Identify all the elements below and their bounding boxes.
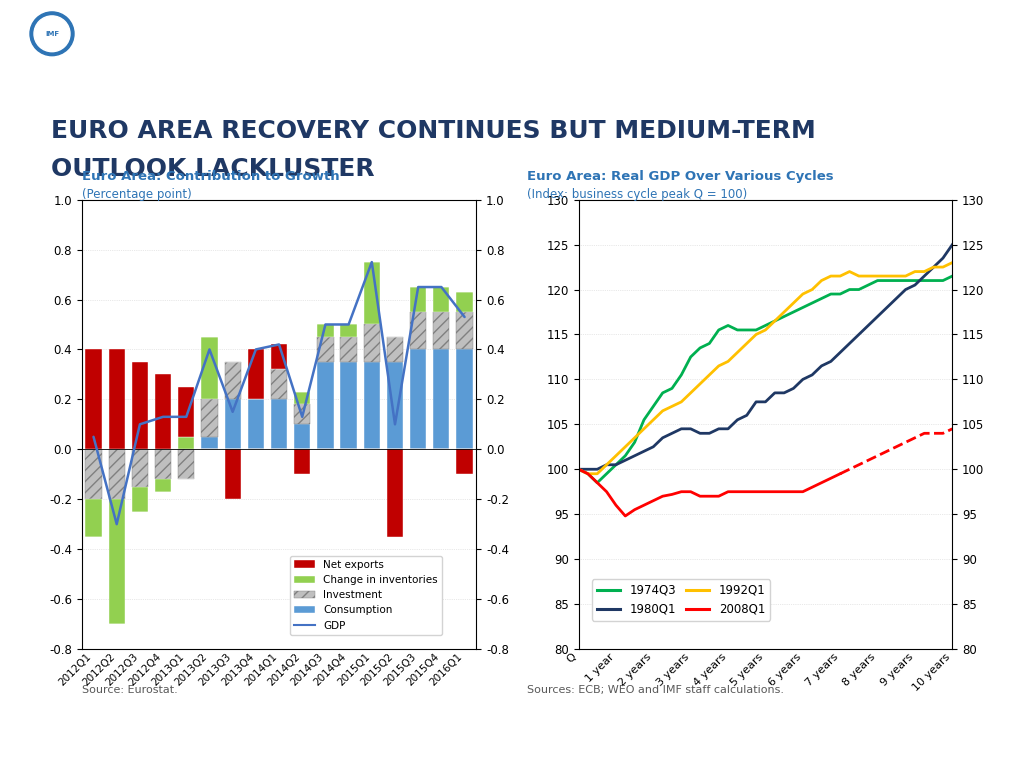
Bar — [178, 449, 195, 479]
Bar — [457, 312, 473, 349]
Text: Euro Area: Contribution to Growth: Euro Area: Contribution to Growth — [82, 170, 340, 183]
Bar — [220, 8, 238, 60]
Legend: 1974Q3, 1980Q1, 1992Q1, 2008Q1: 1974Q3, 1980Q1, 1992Q1, 2008Q1 — [592, 579, 770, 621]
Text: 2: 2 — [983, 734, 993, 752]
Bar — [155, 449, 171, 479]
Bar — [224, 399, 241, 449]
Bar — [341, 325, 356, 337]
Bar — [364, 262, 380, 325]
Bar — [317, 362, 334, 449]
Bar — [433, 349, 450, 449]
Bar — [155, 479, 171, 492]
Bar — [294, 392, 310, 405]
Bar — [457, 292, 473, 312]
Bar — [155, 375, 171, 449]
Bar — [85, 499, 101, 537]
Bar — [271, 399, 287, 449]
Bar — [433, 312, 450, 349]
Circle shape — [34, 16, 70, 51]
Bar — [248, 399, 264, 449]
Bar — [202, 399, 217, 437]
Bar — [317, 325, 334, 337]
Bar — [248, 349, 264, 399]
Bar — [109, 349, 125, 449]
Bar — [410, 312, 426, 349]
Bar — [294, 405, 310, 425]
Bar — [457, 449, 473, 475]
Bar — [132, 449, 148, 487]
Legend: Net exports, Change in inventories, Investment, Consumption, GDP: Net exports, Change in inventories, Inve… — [290, 555, 441, 635]
Bar — [202, 337, 217, 399]
Bar — [410, 349, 426, 449]
Bar — [294, 425, 310, 449]
Bar — [195, 8, 213, 60]
Bar — [433, 287, 450, 312]
Bar — [109, 449, 125, 499]
Bar — [178, 387, 195, 437]
Circle shape — [24, 6, 80, 61]
Text: Source: Eurostat.: Source: Eurostat. — [82, 685, 178, 695]
Bar — [341, 337, 356, 362]
Text: European Department, International Monetary Fund: European Department, International Monet… — [31, 736, 428, 750]
Text: (Percentage point): (Percentage point) — [82, 188, 191, 201]
Text: Sources: ECB; WEO and IMF staff calculations.: Sources: ECB; WEO and IMF staff calculat… — [527, 685, 784, 695]
Bar — [387, 449, 403, 537]
Bar — [294, 449, 310, 475]
Text: (Index: business cycle peak Q = 100): (Index: business cycle peak Q = 100) — [527, 188, 748, 201]
Text: OUTLOOK LACKLUSTER: OUTLOOK LACKLUSTER — [51, 157, 375, 181]
Bar — [132, 487, 148, 511]
Bar — [364, 325, 380, 362]
Bar — [224, 449, 241, 499]
Circle shape — [30, 12, 74, 55]
Bar — [387, 362, 403, 449]
Bar — [341, 362, 356, 449]
Text: Euro Area: Real GDP Over Various Cycles: Euro Area: Real GDP Over Various Cycles — [527, 170, 834, 183]
Bar — [202, 437, 217, 449]
Bar — [85, 449, 101, 499]
Text: EURO AREA RECOVERY CONTINUES BUT MEDIUM-TERM: EURO AREA RECOVERY CONTINUES BUT MEDIUM-… — [51, 119, 816, 143]
Bar — [410, 287, 426, 312]
Bar — [364, 362, 380, 449]
Bar — [109, 499, 125, 624]
Bar — [224, 362, 241, 399]
Bar — [271, 369, 287, 399]
Bar — [387, 337, 403, 362]
Bar — [170, 8, 188, 60]
Bar — [178, 437, 195, 449]
Bar — [132, 362, 148, 449]
Bar — [85, 349, 101, 449]
Bar — [271, 344, 287, 369]
Bar — [457, 349, 473, 449]
Text: IMF: IMF — [45, 31, 59, 37]
Bar — [317, 337, 334, 362]
